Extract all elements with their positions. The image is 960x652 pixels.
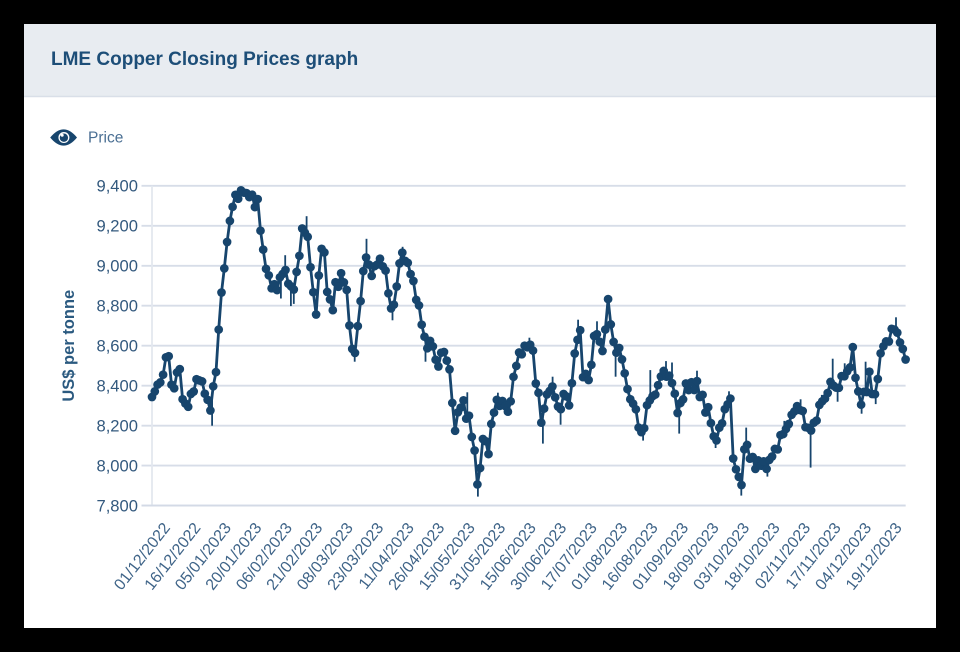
svg-text:9,200: 9,200 xyxy=(96,217,138,236)
svg-text:US$ per tonne: US$ per tonne xyxy=(60,290,78,402)
svg-text:Price: Price xyxy=(88,130,123,147)
svg-text:9,000: 9,000 xyxy=(96,257,138,276)
svg-text:8,400: 8,400 xyxy=(96,377,138,396)
svg-text:7,800: 7,800 xyxy=(96,496,138,515)
svg-text:9,400: 9,400 xyxy=(96,177,138,196)
svg-text:8,200: 8,200 xyxy=(96,417,138,436)
svg-text:8,000: 8,000 xyxy=(96,456,138,475)
svg-text:8,600: 8,600 xyxy=(96,337,138,356)
svg-text:LME Copper Closing Prices grap: LME Copper Closing Prices graph xyxy=(51,49,358,70)
svg-text:8,800: 8,800 xyxy=(96,297,138,316)
